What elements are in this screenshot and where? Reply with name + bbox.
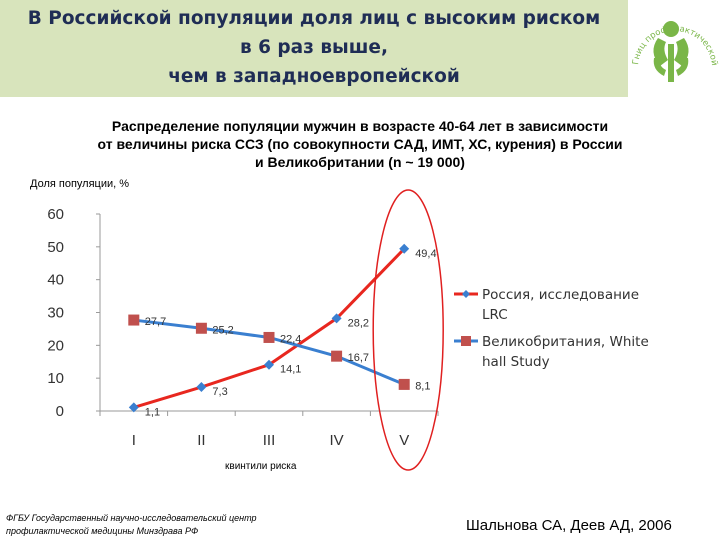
data-point-2 [263, 331, 275, 343]
y-tick-label: 0 [56, 403, 64, 420]
highlight-ellipse [372, 189, 444, 471]
data-label-1: 7,3 [212, 386, 227, 398]
citation: Шальнова СА, Деев АД, 2006 [466, 517, 672, 534]
people-tree-logo-icon: Гниц профилактической медицины [628, 0, 719, 82]
data-label-1: 28,2 [348, 317, 369, 329]
chart-subtitle: Распределение популяции мужчин в возраст… [20, 117, 700, 171]
legend-label-2: hall Study [482, 354, 550, 370]
data-label-1: 49,4 [415, 248, 436, 260]
institution-footer: ФГБУ Государственный научно-исследовател… [6, 512, 257, 538]
legend-swatch-marker-2 [461, 336, 471, 346]
institution-footer-line-2: профилактической медицины Минздрава РФ [6, 526, 199, 536]
data-label-2: 25,2 [212, 324, 233, 336]
legend-label-2: Великобритания, White [482, 334, 649, 350]
data-point-1 [128, 402, 139, 413]
data-point-1 [196, 382, 207, 393]
data-label-1: 1,1 [145, 406, 160, 418]
data-point-1 [264, 359, 274, 370]
data-point-2 [331, 350, 343, 362]
slide-title-line-1: В Российской популяции доля лиц с высоки… [27, 8, 601, 29]
x-axis-label: квинтили риска [225, 461, 297, 472]
data-label-1: 14,1 [280, 364, 301, 376]
data-point-2 [195, 322, 207, 334]
slide-title: В Российской популяции доля лиц с высоки… [0, 4, 628, 91]
y-tick-label: 40 [47, 272, 64, 289]
chart-subtitle-line-3: и Великобритании (n ~ 19 000) [255, 154, 465, 170]
y-axis-label: Доля популяции, % [30, 178, 130, 190]
institution-footer-line-1: ФГБУ Государственный научно-исследовател… [6, 513, 257, 523]
y-tick-label: 50 [47, 239, 64, 256]
x-tick-label: III [263, 432, 276, 449]
x-tick-label: V [399, 432, 409, 449]
y-tick-label: 20 [47, 337, 64, 354]
y-tick-label: 10 [47, 370, 64, 387]
legend-swatch-marker-1 [462, 290, 470, 298]
y-tick-label: 30 [47, 305, 64, 322]
data-point-1 [331, 313, 342, 324]
data-point-1 [399, 243, 410, 254]
y-tick-label: 60 [47, 206, 64, 223]
x-tick-label: IV [330, 432, 344, 449]
data-point-2 [398, 378, 410, 390]
data-label-2: 27,7 [145, 316, 166, 328]
data-label-2: 8,1 [415, 380, 430, 392]
data-label-2: 16,7 [348, 352, 369, 364]
x-tick-label: II [197, 432, 205, 449]
legend-label-1: Россия, исследование [482, 287, 639, 303]
chart-subtitle-line-2: от величины риска ССЗ (по совокупности С… [97, 136, 623, 152]
data-point-2 [128, 314, 140, 326]
chart-subtitle-line-1: Распределение популяции мужчин в возраст… [111, 118, 609, 134]
data-label-2: 22,4 [280, 333, 301, 345]
title-banner: В Российской популяции доля лиц с высоки… [0, 0, 628, 97]
x-tick-label: I [132, 432, 136, 449]
slide-title-line-2: в 6 раз выше, [239, 37, 389, 58]
slide-title-line-3: чем в западноевропейской [168, 66, 460, 87]
legend-label-1: LRC [482, 307, 508, 323]
